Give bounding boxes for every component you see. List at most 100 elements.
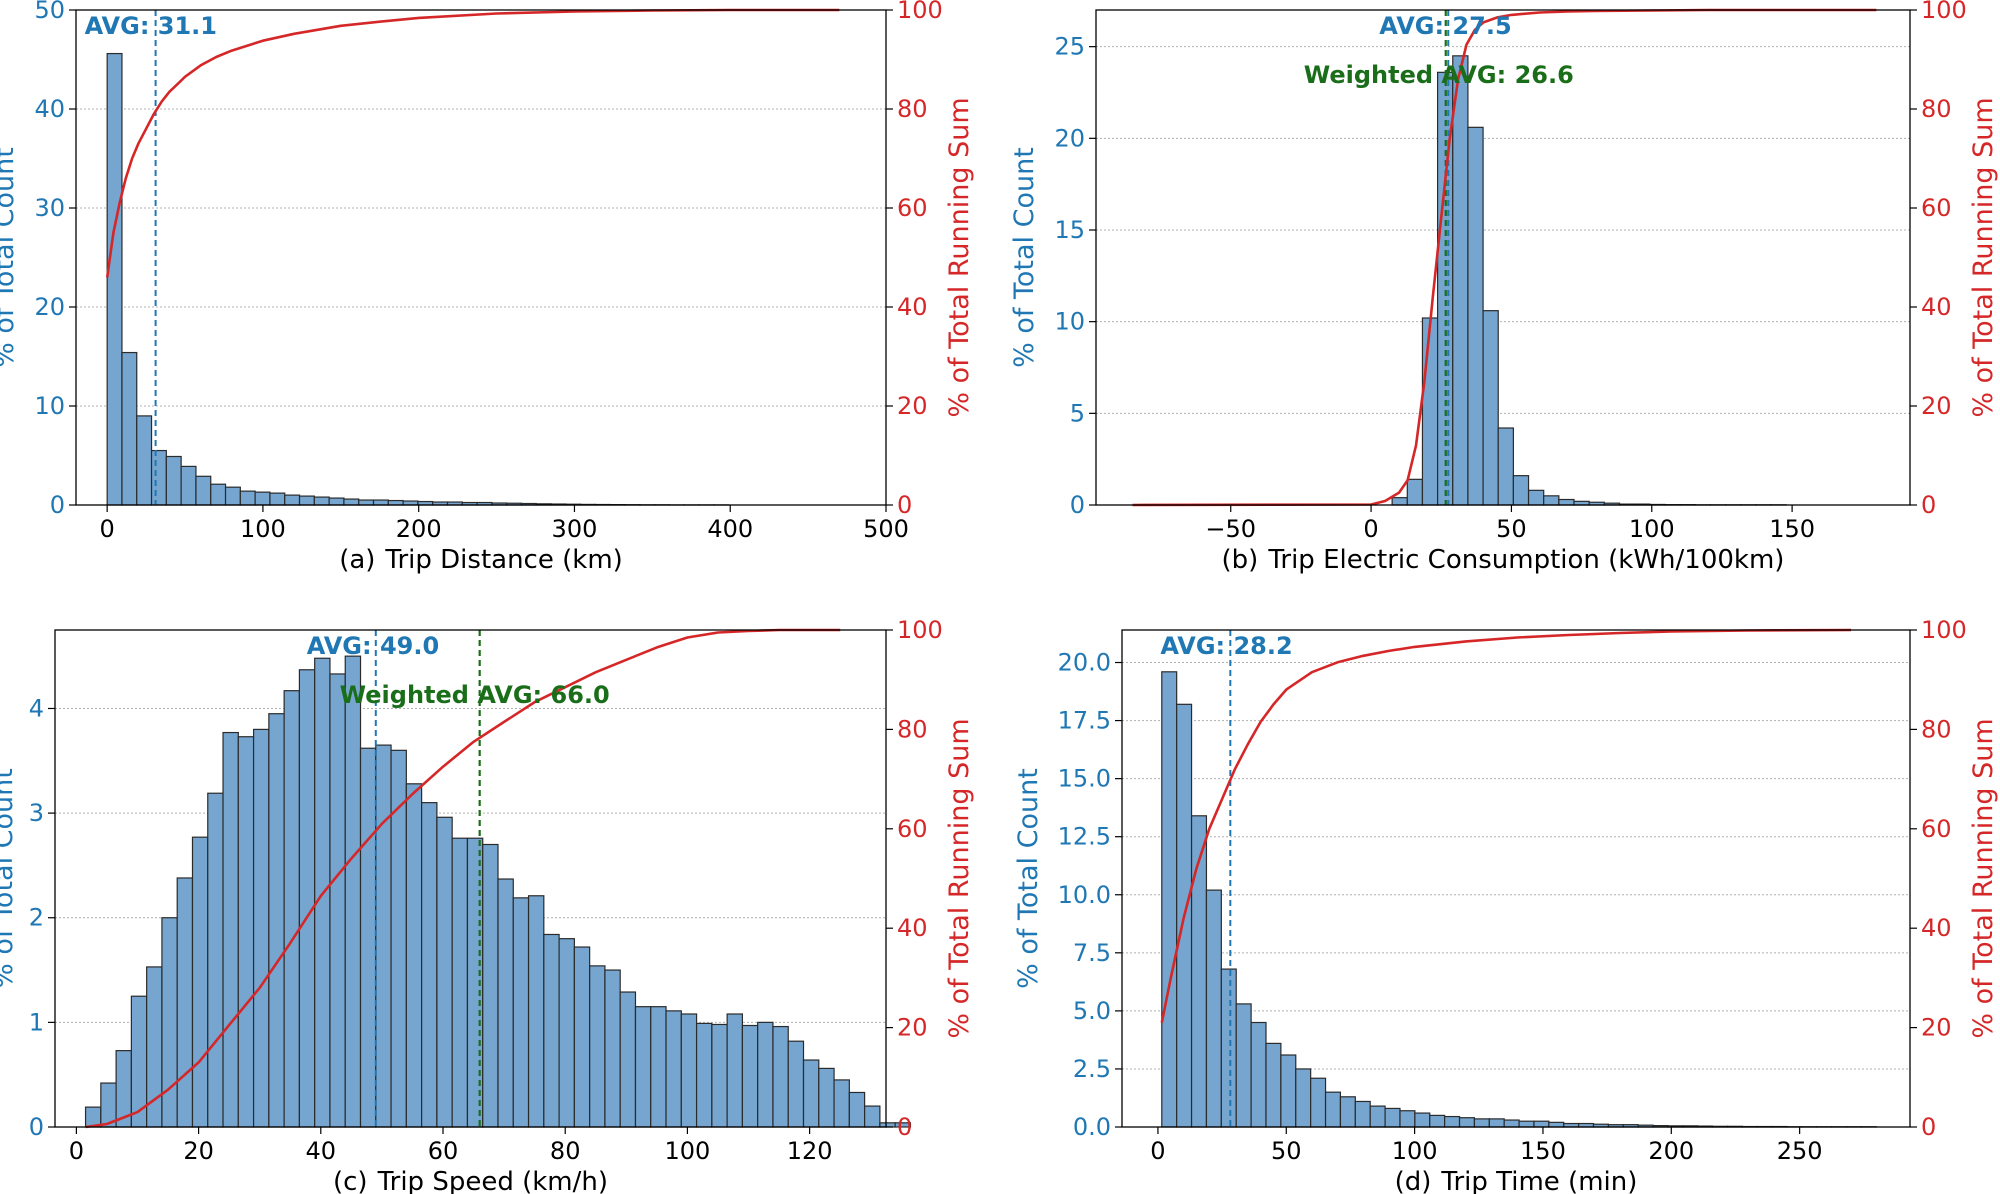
x-tick-label-c-5: 100: [665, 1137, 711, 1165]
ref-lines-b: [1444, 10, 1450, 505]
bar-a-14: [313, 496, 330, 506]
bar-c-10: [237, 736, 255, 1128]
y-right-tick-label-b-4: 80: [1921, 95, 1952, 123]
cumulative-line-c: [85, 628, 841, 1129]
bar-c-36: [634, 1006, 652, 1128]
bar-a-10: [254, 491, 271, 506]
bar-a-12: [284, 494, 301, 506]
y-left-tick-label-d-7: 17.5: [1058, 707, 1111, 735]
bar-d-17: [1414, 1112, 1431, 1128]
y-right-tick-label-d-0: 0: [1921, 1113, 1936, 1141]
bar-d-16: [1399, 1110, 1416, 1128]
bar-c-48: [818, 1067, 835, 1128]
bar-d-6: [1250, 1021, 1267, 1128]
bar-b-5: [1467, 126, 1484, 506]
weighted-avg-label-b: Weighted AVG: 26.6: [1304, 61, 1574, 89]
bar-d-20: [1458, 1117, 1476, 1128]
cumulative-d: [1160, 628, 1852, 1023]
bars-a: [106, 52, 730, 506]
caption-prefix-c: (c): [333, 1167, 368, 1194]
bar-c-33: [589, 965, 606, 1128]
bar-c-14: [298, 669, 316, 1128]
avg-label-d: AVG: 28.2: [1160, 632, 1292, 660]
bar-d-14: [1369, 1105, 1386, 1128]
y-right-tick-label-c-2: 40: [897, 914, 928, 942]
y-left-tick-label-d-1: 2.5: [1073, 1055, 1111, 1083]
ylabel-left-d: % of Total Count: [1013, 768, 1044, 989]
bar-a-2: [136, 415, 153, 506]
ylabel-right-c: % of Total Running Sum: [944, 718, 975, 1038]
bar-d-8: [1280, 1054, 1297, 1128]
plot-frame-a: [75, 9, 887, 506]
bar-c-42: [726, 1013, 744, 1128]
y-left-tick-label-b-4: 20: [1054, 124, 1085, 152]
y-left-tick-label-a-2: 20: [34, 293, 65, 321]
x-tick-label-d-1: 50: [1271, 1137, 1302, 1165]
bar-c-21: [405, 783, 423, 1128]
bar-a-6: [195, 475, 212, 506]
y-left-tick-label-d-8: 20.0: [1058, 649, 1111, 677]
xlabel-c: Trip Speed (km/h): [377, 1167, 608, 1194]
y-left-tick-label-c-2: 2: [29, 904, 44, 932]
y-left-tick-label-c-3: 3: [29, 799, 44, 827]
bar-a-0: [106, 52, 123, 506]
y-left-tick-label-c-4: 4: [29, 694, 44, 722]
ylabel-left-c: % of Total Count: [0, 768, 19, 989]
avg-label-a: AVG: 31.1: [85, 12, 217, 40]
bar-b-7: [1497, 427, 1514, 506]
y-right-tick-label-c-4: 80: [897, 715, 928, 743]
bar-c-53: [894, 1122, 912, 1128]
y-right-tick-label-b-0: 0: [1921, 491, 1936, 519]
bar-d-25: [1533, 1120, 1550, 1128]
caption-b: (b) Trip Electric Consumption (kWh/100km): [1222, 545, 1785, 575]
bar-d-26: [1548, 1121, 1565, 1128]
bar-d-22: [1488, 1118, 1505, 1128]
xlabel-a: Trip Distance (km): [384, 545, 622, 575]
x-tick-label-a-3: 300: [552, 515, 598, 543]
x-tick-label-b-4: 150: [1769, 515, 1815, 543]
bar-c-51: [864, 1105, 881, 1128]
bar-d-5: [1235, 1003, 1252, 1128]
bar-c-47: [802, 1059, 820, 1128]
bar-d-3: [1205, 889, 1222, 1128]
x-tick-label-a-5: 500: [863, 515, 909, 543]
y-right-tick-label-c-0: 0: [897, 1113, 912, 1141]
bar-d-15: [1384, 1107, 1401, 1128]
bar-a-1: [121, 351, 138, 506]
x-tick-label-d-0: 0: [1150, 1137, 1165, 1165]
ref-lines-c: [374, 630, 481, 1127]
y-right-tick-label-a-3: 60: [897, 194, 928, 222]
y-right-tick-label-b-1: 20: [1921, 392, 1952, 420]
bar-c-17: [344, 655, 362, 1128]
bar-c-22: [421, 802, 438, 1128]
y-left-tick-label-d-0: 0.0: [1073, 1113, 1111, 1141]
bar-d-12: [1339, 1096, 1356, 1128]
bar-a-15: [328, 497, 345, 506]
y-left-tick-label-c-1: 1: [29, 1008, 44, 1036]
y-right-tick-label-a-5: 100: [897, 0, 943, 24]
cumulative-line-d: [1160, 628, 1852, 1023]
bar-c-45: [772, 1025, 789, 1128]
y-right-tick-label-a-2: 40: [897, 293, 928, 321]
bar-c-23: [436, 816, 453, 1128]
subplot-b: −50 0 50 100 150 0 5 10 15 20 25 0 20 40 60 80 100 AVG: …: [1009, 0, 1999, 575]
bar-c-26: [482, 843, 499, 1128]
x-tick-label-a-2: 200: [396, 515, 442, 543]
y-right-tick-label-b-2: 40: [1921, 293, 1952, 321]
xlabel-b: Trip Electric Consumption (kWh/100km): [1267, 545, 1784, 575]
bar-c-13: [283, 690, 301, 1128]
bar-a-19: [387, 499, 404, 506]
x-tick-label-c-6: 120: [787, 1137, 833, 1165]
x-tick-label-d-3: 150: [1520, 1137, 1566, 1165]
bar-a-16: [343, 498, 360, 506]
subplot-a: 0 100 200 300 400 50001020304050020406080100 …: [0, 0, 975, 575]
plot-frame-c: [54, 629, 887, 1128]
bar-a-13: [298, 495, 315, 506]
bar-a-17: [358, 499, 375, 506]
bar-d-18: [1429, 1114, 1446, 1128]
x-tick-label-b-2: 50: [1496, 515, 1527, 543]
caption-c: (c) Trip Speed (km/h): [333, 1167, 608, 1194]
bar-a-4: [165, 455, 182, 506]
